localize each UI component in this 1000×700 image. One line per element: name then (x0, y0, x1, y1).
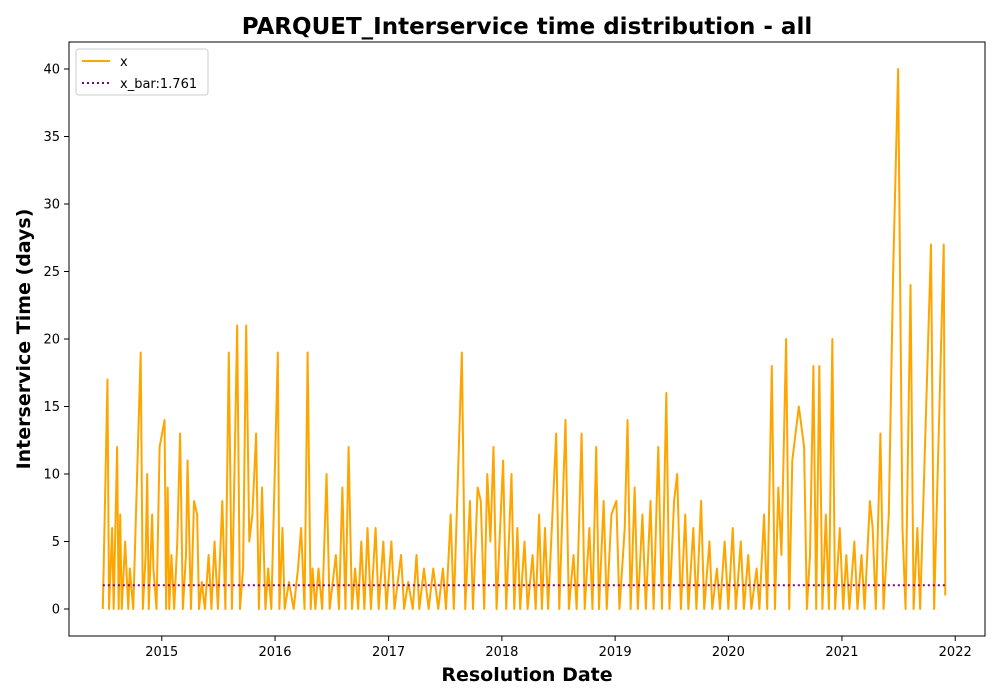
plot-area (101, 68, 947, 610)
x-tick-label: 2017 (372, 645, 405, 660)
y-tick-label: 30 (43, 198, 60, 213)
y-axis-label: Interservice Time (days) (13, 209, 35, 470)
y-tick-label: 25 (43, 265, 60, 280)
x-tick-label: 2020 (712, 645, 745, 660)
chart-title: PARQUET_Interservice time distribution -… (242, 14, 812, 40)
plot-frame (68, 41, 986, 637)
x-tick-label: 2015 (145, 645, 178, 660)
y-axis: 0 5 10 15 20 25 30 35 40 (43, 63, 69, 618)
x-tick-label: 2019 (599, 645, 632, 660)
x-axis-label: Resolution Date (441, 664, 612, 686)
x-axis: 2015 2016 2017 2018 2019 2020 2021 2022 (145, 636, 972, 660)
x-tick-label: 2016 (258, 645, 291, 660)
x-tick-label: 2022 (939, 645, 972, 660)
x-tick-label: 2018 (485, 645, 518, 660)
y-tick-label: 5 (52, 535, 60, 550)
y-tick-label: 35 (43, 130, 60, 145)
legend-entry-x-bar: x_bar:1.761 (120, 77, 197, 92)
series-line-x (101, 68, 947, 610)
y-tick-label: 10 (43, 468, 60, 483)
y-tick-label: 40 (43, 63, 60, 78)
y-tick-label: 15 (43, 400, 60, 415)
legend-entry-x: x (120, 55, 128, 70)
y-tick-label: 0 (52, 603, 60, 618)
legend: x x_bar:1.761 (75, 48, 209, 96)
x-tick-label: 2021 (825, 645, 858, 660)
y-tick-label: 20 (43, 333, 60, 348)
